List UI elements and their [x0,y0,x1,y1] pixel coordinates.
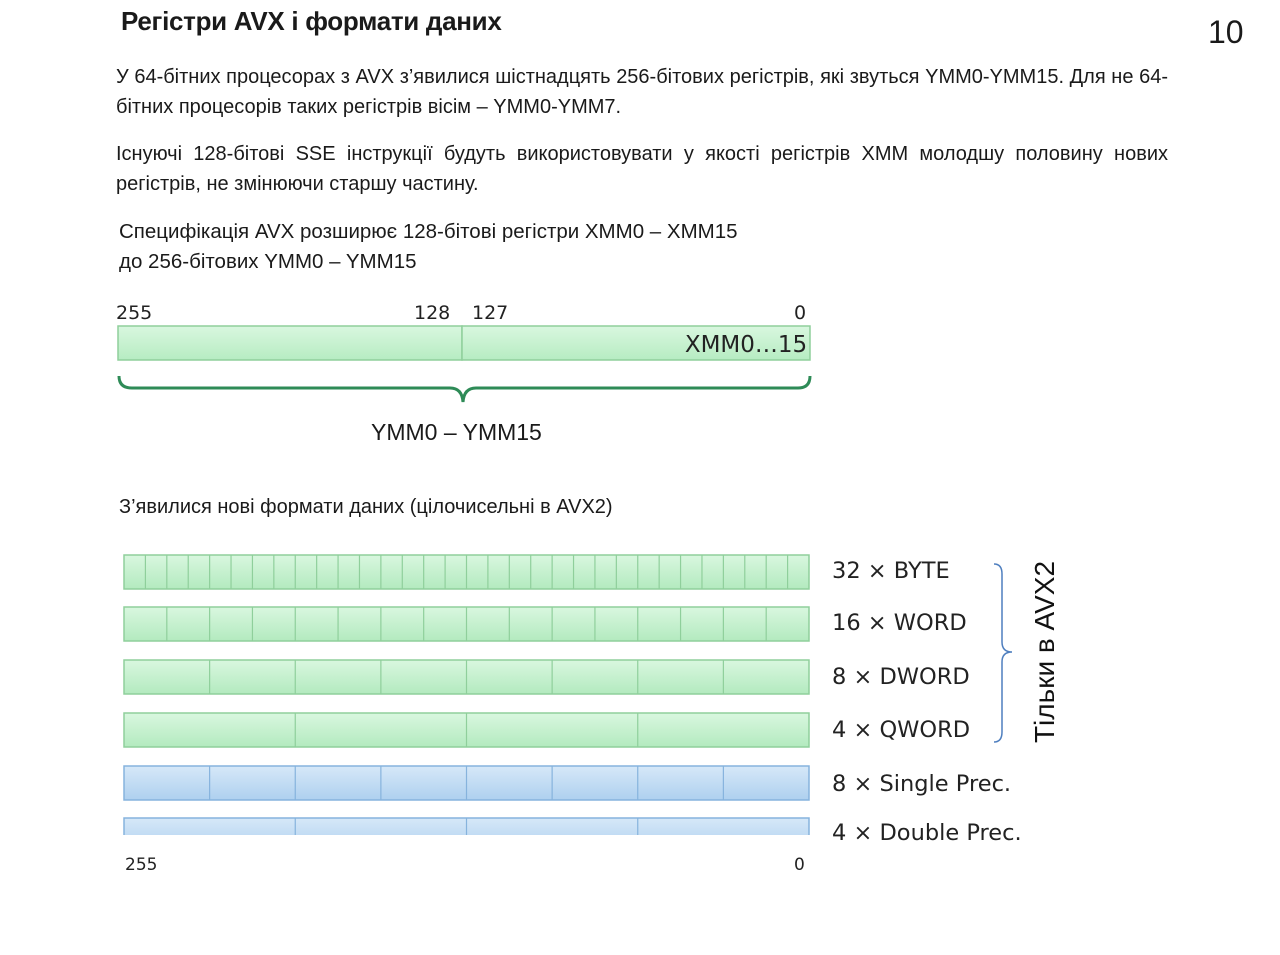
xmm-lower-half [461,325,811,361]
paragraph-sse-compat: Існуючі 128-бітові SSE інструкції будуть… [116,143,1168,195]
spec-line-1: Специфікація AVX розширює 128-бітові рег… [119,220,738,243]
ymm-brace [117,375,812,403]
formats-heading: З’явилися нові формати даних (цілочисель… [119,496,613,518]
format-label-byte: 32 × BYTE [832,558,950,584]
xmm-half-label: XMM0…15 [685,332,807,358]
avx2-only-note: Тільки в AVX2 [1029,561,1060,743]
format-bit-label-0: 0 [794,855,805,875]
spec-line-2: до 256-бітових YMM0 – YMM15 [119,250,417,273]
format-bar-3 [123,659,810,695]
format-bar-5 [123,765,810,801]
slide-title: Регістри AVX і формати даних [121,6,502,36]
format-bar-2 [123,606,810,642]
svg-text:Тільки в AVX2: Тільки в AVX2 [1029,561,1060,743]
bit-label-255: 255 [116,302,153,324]
bit-label-127: 127 [472,302,509,324]
paragraph-ymm-count: У 64-бітних процесорах з AVX з’явилися ш… [116,66,1168,118]
slide-number: 10 [1208,14,1244,50]
format-label-word: 16 × WORD [832,610,967,636]
format-bar-1 [123,554,810,590]
format-bit-label-255: 255 [125,855,158,875]
format-bar-6 [123,817,810,835]
format-label-qword: 4 × QWORD [832,717,971,743]
data-formats-diagram [123,554,810,835]
ymm-register-diagram: XMM0…15 [117,325,812,403]
ymm-brace-label: YMM0 – YMM15 [371,419,542,445]
ymm-upper-half [117,325,463,361]
format-bar-4 [123,712,810,748]
format-label-double: 4 × Double Prec. [832,820,1022,846]
format-label-single: 8 × Single Prec. [832,771,1012,797]
avx2-bracket [993,563,1013,743]
bit-label-0: 0 [794,302,807,324]
bit-label-128: 128 [414,302,451,324]
format-label-dword: 8 × DWORD [832,664,970,690]
